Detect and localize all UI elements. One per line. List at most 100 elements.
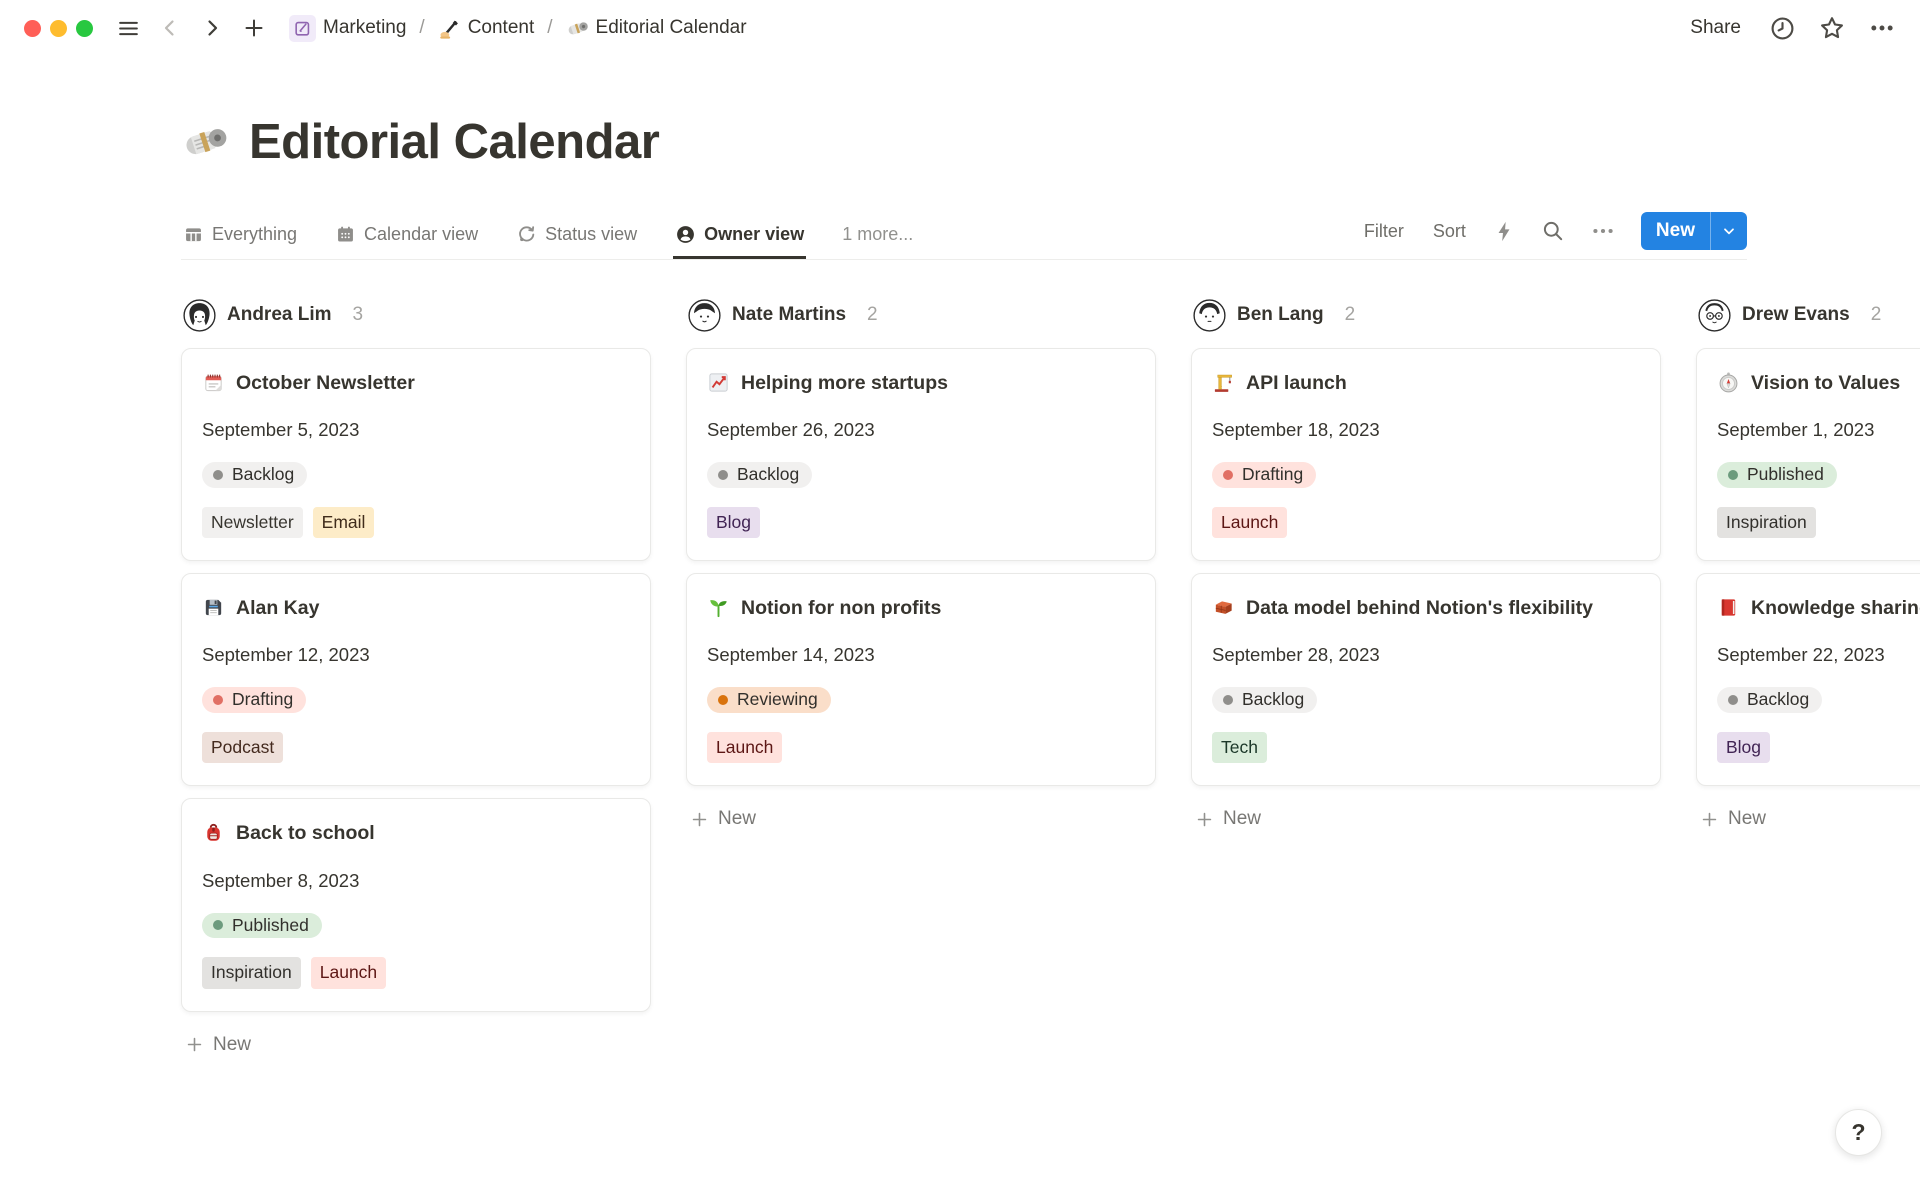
card-helping-more-startups[interactable]: Helping more startups September 26, 2023… [686,348,1156,562]
page-title-text: Editorial Calendar [249,115,660,169]
add-card-button[interactable]: New [1191,802,1265,836]
tag: Email [312,506,375,539]
card-title-text: Helping more startups [741,372,948,394]
status-badge: Backlog [1212,687,1318,713]
tab-label: 1 more... [842,224,914,244]
clock-history-icon[interactable] [1769,15,1796,42]
avatar [1193,298,1226,332]
minimize-button[interactable] [50,19,67,37]
add-card-button[interactable]: New [181,1028,255,1062]
closed-book-icon [1717,596,1740,619]
new-button[interactable]: New [1640,212,1747,250]
breadcrumb-label: Editorial Calendar [595,17,747,38]
new-button-dropdown[interactable] [1710,212,1747,250]
chevron-right-icon [200,16,224,40]
tab-label: Status view [545,224,638,244]
breadcrumb-item-content[interactable]: Content [434,15,539,42]
column-card-count: 2 [867,304,878,325]
board-column-ben-lang: Ben Lang 2 API launch September 18, 2023… [1191,296,1661,1062]
column-header: Drew Evans 2 [1696,296,1920,334]
status-badge: Drafting [1212,462,1317,488]
card-vision-to-values[interactable]: Vision to Values September 1, 2023 Publi… [1696,348,1920,562]
new-page-button[interactable] [239,13,269,43]
status-badge: Backlog [202,462,308,488]
floppy-disk-icon [202,596,225,619]
tag: Inspiration [1717,506,1816,539]
compass-icon [1717,371,1740,394]
plus-icon [185,1035,204,1054]
board-column-nate-martins: Nate Martins 2 Helping more startups Sep… [686,296,1156,1062]
status-badge: Drafting [202,687,307,713]
card-date: September 14, 2023 [707,644,875,666]
breadcrumb-separator: / [547,17,553,38]
card-data-model-flexibility[interactable]: Data model behind Notion's flexibility S… [1191,573,1661,787]
page-title: Editorial Calendar [181,114,1920,170]
tab-owner-view[interactable]: Owner view [673,218,807,259]
status-cycle-icon [516,224,537,245]
card-october-newsletter[interactable]: October Newsletter September 5, 2023 Bac… [181,348,651,562]
chevron-down-icon [1721,223,1737,239]
share-button[interactable]: Share [1690,17,1741,38]
breadcrumb-item-editorial-calendar[interactable]: Editorial Calendar [562,15,751,42]
status-dot-icon [718,695,728,706]
column-card-count: 2 [1344,304,1356,325]
building-construction-icon [1212,371,1235,394]
lightning-icon[interactable] [1493,220,1516,243]
nav-forward-button[interactable] [197,13,227,43]
tab-everything[interactable]: Everything [181,218,299,259]
sidebar-menu-button[interactable] [113,13,143,43]
more-options-icon[interactable] [1868,14,1896,42]
status-badge: Reviewing [707,687,831,713]
card-title-text: October Newsletter [236,372,415,394]
filter-button[interactable]: Filter [1363,220,1404,241]
card-title-text: Data model behind Notion's flexibility [1246,597,1594,620]
spiral-calendar-icon [202,371,225,394]
close-button[interactable] [24,19,41,37]
breadcrumb-separator: / [419,17,425,38]
status-dot-icon [718,470,728,481]
tag: Blog [707,506,761,539]
zoom-button[interactable] [76,19,93,37]
window-titlebar: Marketing / Content / Editorial Calendar… [0,0,1920,56]
nav-back-button[interactable] [155,13,185,43]
breadcrumb: Marketing / Content / Editorial Calendar [285,13,751,44]
add-card-button[interactable]: New [686,802,760,836]
card-title-text: Back to school [236,822,375,845]
chart-increasing-icon [707,371,730,394]
tab-status-view[interactable]: Status view [514,218,639,259]
question-mark-icon: ? [1851,1119,1866,1145]
column-card-count: 3 [352,304,364,325]
tag: Launch [707,731,783,764]
window-controls [24,19,93,37]
tab-more-views[interactable]: 1 more... [840,218,915,259]
column-owner-name: Ben Lang [1237,304,1324,325]
more-options-icon[interactable] [1590,218,1616,244]
tag: Blog [1717,731,1771,764]
star-favorite-icon[interactable] [1818,14,1846,42]
view-controls: Filter Sort New [1362,212,1747,259]
tab-calendar-view[interactable]: Calendar view [333,218,480,259]
seedling-icon [707,596,730,619]
card-api-launch[interactable]: API launch September 18, 2023 Drafting L… [1191,348,1661,562]
card-back-to-school[interactable]: Back to school September 8, 2023 Publish… [181,798,651,1012]
hamburger-icon [116,16,141,41]
card-date: September 18, 2023 [1212,419,1380,441]
card-title-text: Alan Kay [236,597,320,620]
plus-icon [1195,810,1214,829]
card-alan-kay[interactable]: Alan Kay September 12, 2023 Drafting Pod… [181,573,651,787]
tag: Tech [1212,731,1267,764]
status-dot-icon [213,920,223,931]
status-badge: Published [1717,462,1837,488]
card-knowledge-sharing[interactable]: Knowledge sharing September 22, 2023 Bac… [1696,573,1920,787]
add-card-button[interactable]: New [1696,802,1770,836]
help-button[interactable]: ? [1835,1109,1882,1156]
board-column-drew-evans: Drew Evans 2 Vision to Values September … [1696,296,1920,1062]
backpack-icon [202,821,225,844]
status-dot-icon [1223,470,1233,481]
breadcrumb-item-marketing[interactable]: Marketing [285,13,410,44]
sort-button[interactable]: Sort [1432,220,1466,241]
tag: Podcast [202,731,284,764]
search-icon[interactable] [1541,219,1565,243]
new-button-label[interactable]: New [1655,220,1695,241]
card-notion-for-non-profits[interactable]: Notion for non profits September 14, 202… [686,573,1156,787]
